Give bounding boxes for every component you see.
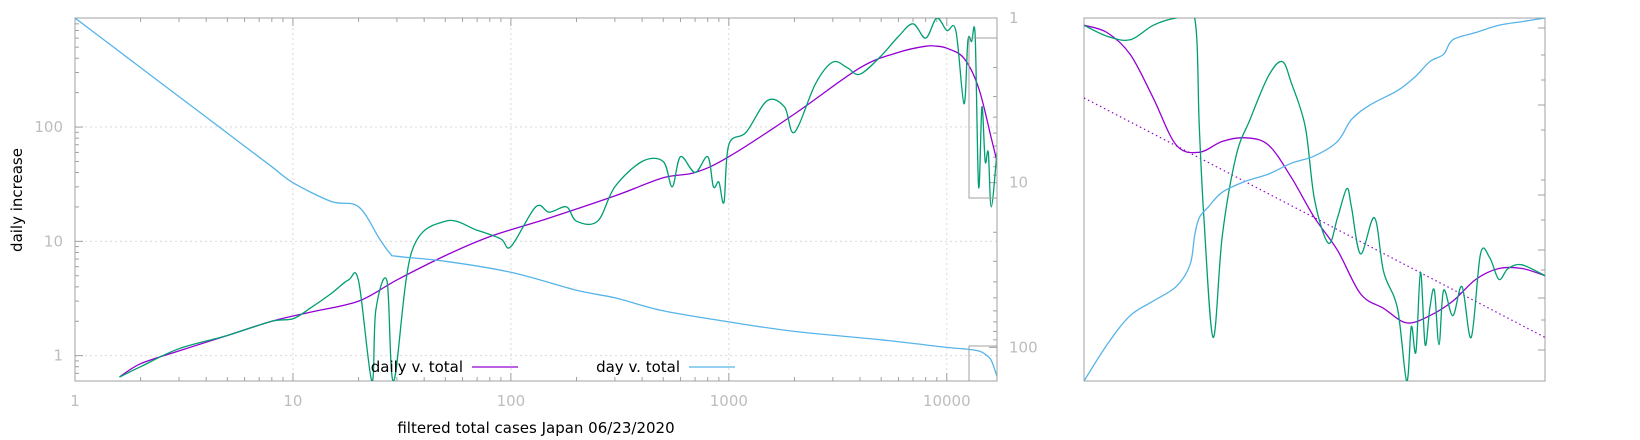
main-plot-frame (74, 17, 998, 382)
x-axis-label: filtered total cases Japan 06/23/2020 (397, 419, 674, 437)
inset-frame (968, 37, 998, 382)
legend: daily v. total day v. total (371, 358, 735, 376)
x-tick-label-1: 10 (283, 392, 302, 410)
zoom-series-line-0 (1084, 24, 1545, 324)
series-line-1 (119, 18, 997, 381)
x-tick-label-3: 1000 (710, 392, 748, 410)
inset-lower-rect (968, 345, 998, 382)
main-series-layer (75, 18, 997, 381)
y-tick-label-1: 10 (44, 232, 63, 250)
zoom-series-layer (1084, 18, 1545, 381)
x-tick-label-2: 100 (497, 392, 526, 410)
inset-upper-rect (968, 37, 998, 199)
zoom-series-line-1 (1084, 97, 1545, 338)
y2-tick-label-2: 100 (1009, 338, 1038, 356)
y2-tick-label-0: 1 (1009, 9, 1019, 27)
x-tick-label-0: 1 (70, 392, 80, 410)
zoom-series-line-2 (1084, 18, 1545, 381)
x-tick-label-4: 10000 (923, 392, 971, 410)
y-tick-label-2: 100 (34, 118, 63, 136)
y-axis-label: daily increase (8, 148, 26, 252)
main-tick-labels: 1 10 100 1000 10000 1 10 100 1 10 100 (34, 9, 1037, 410)
legend-label-1: day v. total (596, 358, 680, 376)
y-tick-label-0: 1 (53, 347, 63, 365)
zoom-axis-ticks (1538, 27, 1545, 351)
legend-label-0: daily v. total (371, 358, 463, 376)
main-axis-ticks (74, 17, 997, 382)
zoom-plot-frame (1083, 17, 1546, 382)
series-line-2 (75, 18, 997, 377)
y2-tick-label-1: 10 (1009, 174, 1028, 192)
main-grid (74, 18, 997, 381)
zoom-series-line-3 (1084, 18, 1545, 381)
